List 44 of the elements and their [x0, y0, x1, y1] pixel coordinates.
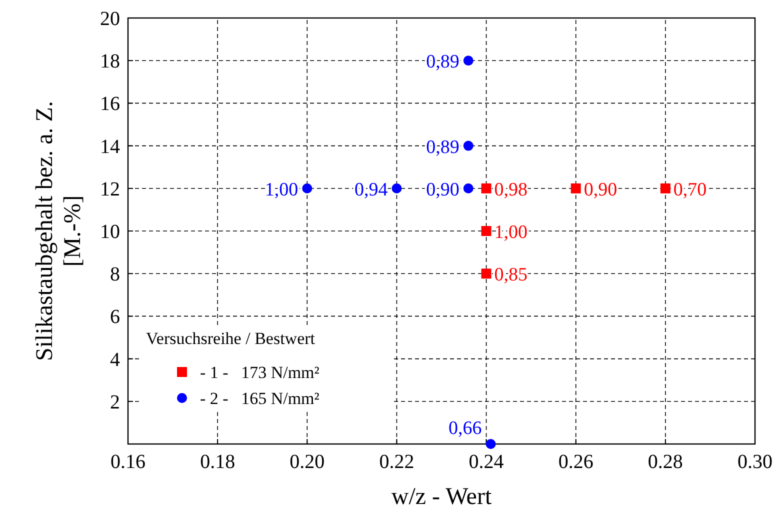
y-tick-label: 6 [110, 306, 120, 328]
point [481, 183, 492, 194]
point [660, 183, 670, 194]
y-tick-label: 20 [100, 8, 120, 30]
y-tick-label: 18 [100, 50, 120, 73]
y-tick-label: 10 [100, 221, 120, 243]
point [392, 183, 402, 194]
y-tick-label: 14 [100, 136, 120, 158]
x-tick-label: 0.20 [290, 451, 325, 473]
point [486, 439, 496, 449]
x-tick-label: 0.22 [379, 451, 414, 473]
y-axis-title: Silikastaubgehalt bez. a. Z. [M.-%] [32, 101, 86, 361]
legend-label: - 2 - 165 N/mm² [200, 389, 320, 408]
point [463, 140, 474, 151]
annotation: 0,94 [354, 179, 388, 200]
annotation: 0,89 [426, 136, 460, 158]
x-tick-label: 0.28 [648, 451, 683, 473]
x-tick-label: 0.16 [110, 451, 146, 473]
x-tick-label: 0.24 [468, 451, 504, 473]
y-tick-label: 2 [110, 391, 120, 414]
legend-title: Versuchsreihe / Bestwert [146, 329, 316, 348]
y-tick-label: 4 [110, 348, 120, 371]
point [481, 268, 492, 279]
point [481, 226, 492, 236]
x-tick-label: 0.26 [558, 451, 594, 473]
x-tick-label: 0.18 [200, 451, 236, 473]
annotation: 0,98 [494, 179, 528, 200]
point [302, 183, 312, 194]
annotation: 0,89 [426, 52, 460, 73]
annotation: 0,90 [584, 179, 618, 200]
annotation: 1,00 [264, 179, 298, 200]
y-tick-label: 12 [100, 178, 120, 200]
y-tick-label: 8 [110, 264, 120, 286]
point [463, 183, 474, 194]
annotation: 1,00 [494, 222, 528, 243]
point [463, 56, 474, 66]
point [570, 183, 581, 194]
x-tick-label: 0.30 [738, 451, 772, 473]
x-axis-title: w/z - Wert [391, 484, 492, 510]
annotation: 0,85 [494, 264, 528, 286]
annotation: 0,90 [426, 179, 460, 200]
y-tick-label: 16 [100, 93, 120, 116]
annotation: 0,66 [448, 418, 482, 439]
legend-label: - 1 - 173 N/mm² [200, 363, 320, 382]
